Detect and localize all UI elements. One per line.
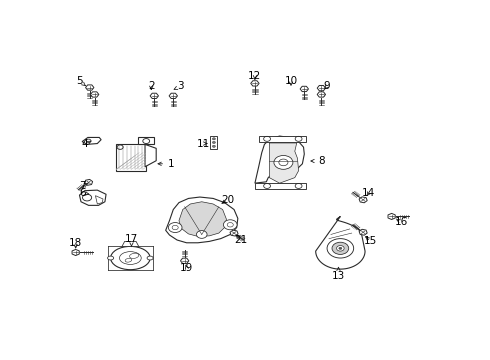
- Circle shape: [212, 138, 216, 140]
- Polygon shape: [317, 85, 325, 91]
- Circle shape: [332, 242, 349, 255]
- Polygon shape: [259, 136, 306, 141]
- Circle shape: [337, 246, 344, 251]
- Circle shape: [274, 156, 293, 169]
- Polygon shape: [179, 202, 226, 237]
- Text: 4: 4: [82, 139, 91, 149]
- Text: 21: 21: [234, 235, 247, 245]
- Text: 20: 20: [221, 195, 234, 205]
- Polygon shape: [122, 242, 139, 246]
- Polygon shape: [180, 258, 189, 264]
- Circle shape: [169, 222, 182, 233]
- Text: 16: 16: [394, 217, 408, 227]
- Text: 7: 7: [79, 181, 88, 191]
- Ellipse shape: [108, 256, 114, 260]
- Polygon shape: [150, 93, 158, 99]
- Text: 1: 1: [158, 159, 175, 169]
- Polygon shape: [85, 179, 93, 185]
- Text: 8: 8: [311, 156, 325, 166]
- Circle shape: [223, 220, 237, 230]
- Polygon shape: [255, 183, 306, 189]
- Polygon shape: [79, 190, 106, 205]
- Text: 13: 13: [332, 267, 345, 281]
- Circle shape: [196, 231, 207, 238]
- Polygon shape: [82, 138, 101, 144]
- Polygon shape: [138, 138, 154, 144]
- Text: 15: 15: [364, 237, 377, 246]
- Polygon shape: [300, 86, 309, 91]
- Polygon shape: [169, 93, 177, 99]
- Polygon shape: [166, 197, 238, 243]
- Ellipse shape: [147, 256, 153, 260]
- Polygon shape: [96, 195, 103, 204]
- Text: 2: 2: [148, 81, 154, 91]
- Text: 6: 6: [79, 188, 89, 198]
- Polygon shape: [255, 136, 304, 183]
- Circle shape: [339, 247, 342, 249]
- Bar: [211, 136, 218, 149]
- Polygon shape: [91, 92, 99, 97]
- Text: 9: 9: [324, 81, 330, 91]
- Polygon shape: [359, 229, 367, 235]
- Polygon shape: [86, 85, 94, 90]
- Text: 12: 12: [248, 72, 262, 81]
- Text: 17: 17: [125, 234, 138, 247]
- Text: 5: 5: [76, 76, 85, 86]
- Polygon shape: [230, 230, 238, 236]
- Text: 3: 3: [174, 81, 184, 91]
- Polygon shape: [388, 213, 395, 220]
- Polygon shape: [145, 144, 156, 167]
- Text: 19: 19: [180, 263, 193, 273]
- Polygon shape: [251, 81, 259, 86]
- Text: 10: 10: [284, 76, 297, 86]
- Polygon shape: [359, 197, 367, 203]
- Text: 11: 11: [197, 139, 210, 149]
- Circle shape: [212, 141, 216, 144]
- Text: 18: 18: [69, 238, 82, 248]
- Polygon shape: [116, 144, 146, 171]
- Polygon shape: [72, 249, 79, 256]
- Polygon shape: [270, 143, 298, 183]
- Circle shape: [212, 145, 216, 148]
- Polygon shape: [316, 216, 365, 269]
- Ellipse shape: [111, 246, 150, 270]
- Text: 14: 14: [362, 188, 375, 198]
- Polygon shape: [317, 92, 325, 97]
